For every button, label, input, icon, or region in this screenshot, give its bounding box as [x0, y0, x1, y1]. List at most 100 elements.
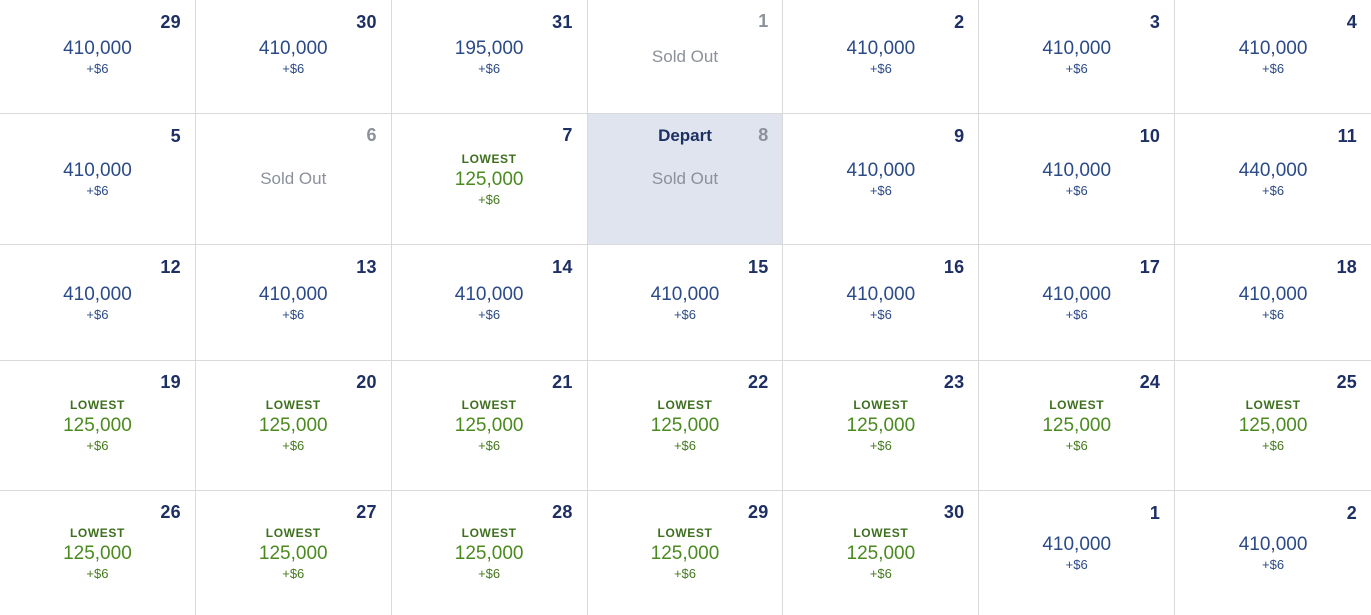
day-number: 18: [1336, 257, 1357, 277]
cell-content: 410,000 +$6: [455, 283, 524, 323]
calendar-day-cell[interactable]: 8 Depart Sold Out: [587, 114, 784, 245]
day-number: 16: [943, 257, 965, 277]
cell-content: LOWEST 125,000 +$6: [259, 525, 328, 582]
lowest-badge: LOWEST: [69, 525, 125, 540]
calendar-day-cell[interactable]: 22 LOWEST 125,000 +$6: [587, 361, 784, 491]
calendar-day-cell[interactable]: 9 410,000 +$6: [783, 114, 980, 245]
calendar-day-cell[interactable]: 2 410,000 +$6: [1175, 491, 1371, 615]
calendar-day-cell[interactable]: 13 410,000 +$6: [195, 245, 392, 361]
lowest-badge: LOWEST: [657, 525, 713, 540]
lowest-badge: LOWEST: [461, 151, 517, 166]
taxes-fee: +$6: [1065, 438, 1088, 453]
calendar-day-cell[interactable]: 1 410,000 +$6: [979, 491, 1176, 615]
cell-content: 410,000 +$6: [847, 159, 916, 199]
cell-content: LOWEST 125,000 +$6: [455, 397, 524, 454]
miles-price: 125,000: [650, 415, 720, 436]
miles-price: 410,000: [1238, 37, 1308, 59]
calendar-day-cell[interactable]: 30 410,000 +$6: [195, 0, 392, 114]
calendar-day-cell[interactable]: 25 LOWEST 125,000 +$6: [1175, 361, 1371, 491]
taxes-fee: +$6: [86, 306, 109, 322]
calendar-day-cell[interactable]: 21 LOWEST 125,000 +$6: [391, 361, 588, 491]
miles-price: 125,000: [1238, 415, 1308, 436]
calendar-day-cell[interactable]: 18 410,000 +$6: [1175, 245, 1371, 361]
cell-content: 410,000 +$6: [1239, 283, 1308, 323]
day-number: 1: [1149, 503, 1161, 523]
day-number: 25: [1336, 372, 1357, 392]
cell-content: Sold Out: [652, 47, 718, 67]
calendar-day-cell[interactable]: 30 LOWEST 125,000 +$6: [783, 491, 980, 615]
cell-content: 410,000 +$6: [1042, 283, 1111, 323]
taxes-fee: +$6: [1065, 60, 1088, 76]
day-number: 27: [356, 502, 377, 522]
day-number: 22: [748, 372, 769, 392]
miles-price: 125,000: [1042, 415, 1112, 436]
taxes-fee: +$6: [478, 60, 501, 76]
calendar-day-cell[interactable]: 3 410,000 +$6: [979, 0, 1176, 114]
miles-price: 125,000: [454, 415, 524, 436]
calendar-day-cell[interactable]: 4 410,000 +$6: [1175, 0, 1371, 114]
calendar-day-cell[interactable]: 31 195,000 +$6: [391, 0, 588, 114]
taxes-fee: +$6: [869, 438, 892, 453]
cell-content: LOWEST 125,000 +$6: [651, 397, 720, 454]
miles-price: 410,000: [1042, 283, 1112, 305]
calendar-day-cell[interactable]: 14 410,000 +$6: [391, 245, 588, 361]
day-number: 12: [160, 257, 181, 277]
calendar-day-cell[interactable]: 2 410,000 +$6: [783, 0, 980, 114]
cell-content: 410,000 +$6: [1042, 533, 1111, 573]
lowest-badge: LOWEST: [69, 398, 125, 412]
taxes-fee: +$6: [673, 565, 697, 581]
calendar-day-cell[interactable]: 7 LOWEST 125,000 +$6: [391, 114, 588, 245]
calendar-day-cell[interactable]: 5 410,000 +$6: [0, 114, 196, 245]
cell-content: LOWEST 125,000 +$6: [63, 525, 132, 582]
calendar-day-cell[interactable]: 16 410,000 +$6: [783, 245, 980, 361]
day-number: 2: [1346, 503, 1357, 523]
taxes-fee: +$6: [1262, 60, 1285, 76]
lowest-badge: LOWEST: [265, 398, 321, 412]
lowest-badge: LOWEST: [853, 398, 909, 412]
day-number: 30: [356, 12, 377, 32]
calendar-day-cell[interactable]: 10 410,000 +$6: [979, 114, 1176, 245]
calendar-day-cell[interactable]: 17 410,000 +$6: [979, 245, 1176, 361]
calendar-day-cell[interactable]: 19 LOWEST 125,000 +$6: [0, 361, 196, 491]
day-number: 8: [758, 125, 769, 145]
day-number: 30: [943, 502, 965, 522]
day-number: 3: [1149, 12, 1161, 32]
cell-content: 410,000 +$6: [1042, 159, 1111, 199]
calendar-day-cell[interactable]: 28 LOWEST 125,000 +$6: [392, 491, 588, 615]
cell-content: 195,000 +$6: [455, 37, 524, 77]
taxes-fee: +$6: [869, 306, 892, 322]
miles-price: 410,000: [454, 283, 524, 305]
lowest-badge: LOWEST: [265, 525, 321, 540]
calendar-day-cell[interactable]: 24 LOWEST 125,000 +$6: [979, 361, 1176, 491]
miles-price: 125,000: [258, 415, 328, 436]
miles-price: 410,000: [258, 37, 328, 59]
calendar-day-cell[interactable]: 12 410,000 +$6: [0, 245, 196, 361]
calendar-day-cell[interactable]: 23 LOWEST 125,000 +$6: [783, 361, 980, 491]
calendar-day-cell[interactable]: 15 410,000 +$6: [587, 245, 784, 361]
day-number: 28: [552, 502, 573, 522]
cell-content: 410,000 +$6: [63, 159, 132, 199]
calendar-day-cell[interactable]: 27 LOWEST 125,000 +$6: [196, 491, 392, 615]
calendar-day-cell[interactable]: 20 LOWEST 125,000 +$6: [195, 361, 392, 491]
taxes-fee: +$6: [86, 60, 109, 76]
calendar-day-cell[interactable]: 29 LOWEST 125,000 +$6: [588, 491, 784, 615]
miles-price: 125,000: [846, 415, 916, 436]
day-number: 13: [356, 257, 377, 277]
calendar-day-cell[interactable]: 11 440,000 +$6: [1175, 114, 1371, 245]
calendar-day-cell[interactable]: 29 410,000 +$6: [0, 0, 196, 114]
miles-price: 125,000: [454, 168, 524, 190]
miles-price: 410,000: [1042, 534, 1112, 555]
taxes-fee: +$6: [1262, 183, 1285, 198]
miles-price: 410,000: [650, 283, 720, 305]
calendar-day-cell[interactable]: 26 LOWEST 125,000 +$6: [0, 491, 196, 615]
day-number: 21: [552, 372, 573, 392]
cell-content: LOWEST 125,000 +$6: [1042, 397, 1111, 454]
cell-content: Sold Out: [652, 169, 718, 189]
taxes-fee: +$6: [869, 183, 892, 198]
taxes-fee: +$6: [1065, 183, 1088, 198]
miles-price: 410,000: [258, 283, 328, 305]
day-number: 4: [1346, 12, 1357, 32]
cell-content: 410,000 +$6: [259, 37, 328, 77]
lowest-badge: LOWEST: [1049, 398, 1105, 412]
cell-content: 410,000 +$6: [1239, 37, 1308, 77]
